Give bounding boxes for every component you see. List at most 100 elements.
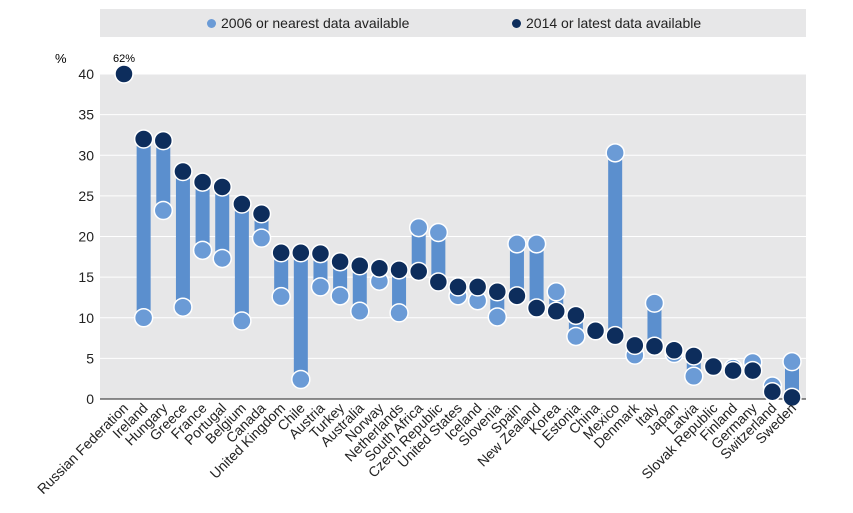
- dot-2014-33: [762, 381, 783, 402]
- dot-2014-30: [703, 356, 724, 377]
- dot-2014-34: [782, 387, 802, 408]
- dot-2014-11: [330, 251, 350, 272]
- dot-2006-4: [192, 240, 213, 261]
- dot-2006-3: [173, 297, 193, 317]
- dot-2014-6: [232, 194, 252, 214]
- dot-2006-9: [291, 369, 311, 390]
- dot-2014-26: [625, 335, 645, 356]
- dot-2006-14: [389, 303, 409, 323]
- dots: [114, 64, 802, 408]
- legend: 2006 or nearest data available 2014 or l…: [100, 9, 806, 37]
- dot-2014-0: [114, 64, 134, 84]
- dot-2006-23: [566, 326, 586, 347]
- bars: [136, 139, 799, 398]
- bar-12: [352, 265, 367, 312]
- legend-label-2006: 2006 or nearest data available: [221, 15, 410, 31]
- dot-2006-8: [271, 286, 291, 307]
- y-tick-label: 10: [78, 310, 94, 326]
- bar-27: [647, 303, 662, 347]
- y-tick-label: 20: [78, 229, 94, 245]
- bar-25: [608, 152, 623, 336]
- bar-5: [215, 186, 230, 259]
- y-tick-label: 40: [78, 66, 94, 82]
- dot-2006-20: [507, 234, 527, 254]
- bar-2: [156, 140, 171, 211]
- dot-2014-2: [153, 130, 174, 151]
- legend-item-2014: 2014 or latest data available: [512, 9, 701, 37]
- dot-2014-22: [546, 301, 566, 321]
- dot-2006-5: [212, 248, 232, 269]
- dot-2014-12: [350, 256, 370, 276]
- dot-2014-29: [684, 346, 704, 366]
- dot-2006-6: [232, 311, 252, 331]
- dot-2006-22: [546, 282, 566, 302]
- dot-2014-17: [448, 277, 468, 297]
- y-tick-labels: 0 5 10 15 20 25 30 35 40: [78, 66, 94, 407]
- dot-2014-27: [644, 336, 665, 356]
- dot-2014-10: [310, 243, 331, 264]
- bar-15: [411, 227, 426, 272]
- dot-2006-10: [310, 277, 331, 297]
- dot-2006-19: [487, 307, 508, 327]
- dot-2014-18: [467, 277, 488, 297]
- bar-9: [293, 252, 308, 380]
- dot-2006-29: [684, 366, 704, 386]
- bar-4: [195, 182, 210, 251]
- dot-2006-2: [153, 200, 174, 221]
- annotation-62: 62%: [113, 53, 135, 65]
- legend-dot-2014-icon: [512, 18, 521, 28]
- dot-2014-3: [173, 161, 193, 182]
- bar-16: [431, 232, 446, 282]
- dot-2006-15: [408, 217, 429, 238]
- dot-2014-8: [271, 243, 291, 263]
- y-tick-label: 35: [78, 107, 94, 123]
- dot-2014-19: [487, 282, 508, 302]
- bar-8: [274, 252, 289, 297]
- legend-item-2006: 2006 or nearest data available: [207, 9, 409, 37]
- bar-6: [234, 204, 249, 321]
- legend-label-2014: 2014 or latest data available: [526, 15, 702, 31]
- dot-2006-7: [251, 228, 272, 248]
- bar-20: [509, 243, 524, 296]
- dot-2014-23: [566, 305, 586, 326]
- dot-2006-27: [644, 293, 665, 313]
- y-tick-label: 15: [78, 269, 94, 285]
- dot-2006-12: [350, 301, 370, 321]
- x-tick-label: Russian Federation: [34, 400, 131, 497]
- dot-2014-24: [585, 321, 606, 341]
- dot-2006-1: [133, 308, 154, 328]
- gridlines: [100, 73, 806, 400]
- legend-dot-2006-icon: [207, 18, 216, 28]
- dot-2014-13: [369, 258, 390, 278]
- dot-2014-21: [526, 298, 547, 318]
- dot-2014-20: [507, 286, 527, 306]
- bar-1: [136, 139, 151, 318]
- dot-2014-5: [212, 177, 232, 197]
- dot-2006-34: [782, 351, 802, 372]
- dot-2014-32: [742, 360, 763, 381]
- bar-21: [529, 243, 544, 308]
- bar-3: [175, 171, 190, 308]
- dot-2014-14: [389, 260, 409, 280]
- dot-2014-4: [192, 172, 213, 192]
- dot-2014-28: [664, 340, 684, 360]
- y-tick-label: 5: [86, 350, 94, 366]
- dot-2014-9: [291, 243, 311, 263]
- y-axis-unit: %: [55, 51, 67, 66]
- dot-2014-16: [428, 272, 449, 292]
- dot-2014-7: [251, 204, 272, 224]
- dot-2014-1: [133, 129, 154, 149]
- y-tick-label: 0: [86, 391, 94, 407]
- dot-2006-25: [605, 143, 625, 163]
- dot-2014-31: [723, 360, 743, 381]
- y-tick-label: 30: [78, 147, 94, 163]
- bar-14: [392, 269, 407, 313]
- dot-2006-21: [526, 234, 547, 254]
- dot-2006-16: [428, 222, 449, 243]
- y-tick-label: 25: [78, 188, 94, 204]
- dot-2014-15: [408, 261, 429, 282]
- dot-2006-11: [330, 286, 350, 306]
- dot-2014-25: [605, 325, 625, 346]
- x-tick-labels: Russian FederationIrelandHungaryGreeceFr…: [34, 399, 799, 497]
